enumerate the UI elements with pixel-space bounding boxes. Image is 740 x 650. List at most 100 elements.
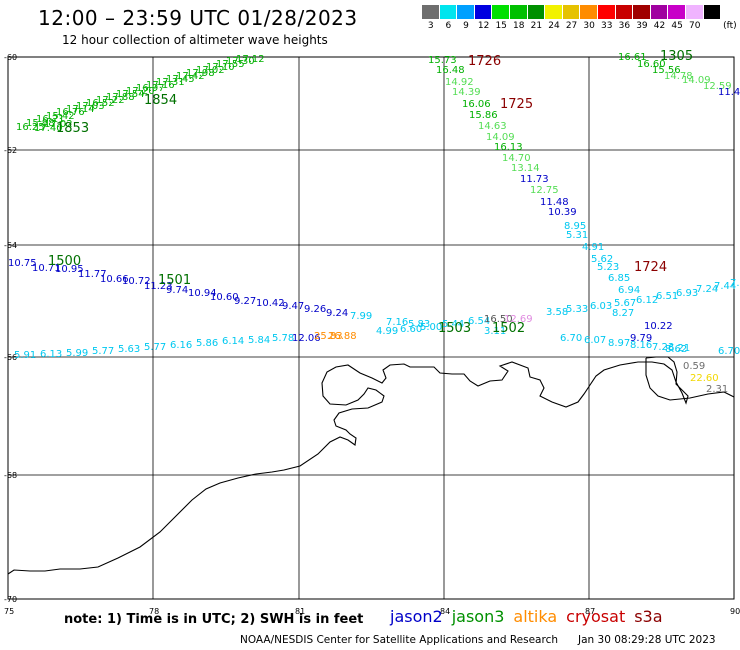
swh-value-track-d: 7.16	[386, 317, 408, 328]
colorbar-label: 3	[427, 21, 434, 31]
swh-value-track-a: 4.91	[582, 242, 604, 253]
swh-value-track-e: 5.78	[272, 333, 294, 344]
swh-value-track-a: 8.95	[564, 221, 586, 232]
swh-value-track-c: 10.66	[100, 274, 129, 285]
map-title: 12:00 – 23:59 UTC 01/28/2023	[38, 6, 358, 30]
swh-value-track-f: 17.98	[186, 68, 215, 79]
swh-value-track-a: 16.13	[494, 142, 523, 153]
swh-value-track-d: 5.83	[408, 319, 430, 330]
swh-value-track-d: 5.00	[420, 322, 442, 333]
swh-value-track-b: 11.4	[718, 87, 740, 98]
swh-value-track-b: 14.78	[664, 71, 693, 82]
swh-value-track-f: 16.52	[86, 98, 115, 109]
swh-value-track-a: 16.06	[462, 99, 491, 110]
colorbar-label: 36	[618, 21, 631, 31]
map-border	[7, 56, 735, 600]
pass-time-label: 1503	[438, 321, 471, 336]
latitude-tick-label: -68	[4, 471, 17, 480]
swh-value-track-a: 5.62	[591, 254, 613, 265]
swh-value-track-e: 12.06	[292, 333, 321, 344]
colorbar-label: 18	[513, 21, 525, 31]
colorbar-swatch	[492, 5, 510, 19]
latitude-tick-label: -66	[4, 353, 17, 362]
colorbar-label: 9	[463, 21, 469, 31]
swh-value-track-c: 10.94	[188, 288, 217, 299]
swh-value-track-d: 6.54	[468, 316, 490, 327]
swh-value-track-e-end: 7.23	[652, 342, 674, 353]
swh-value-track-a: 15.86	[469, 110, 498, 121]
swh-value-track-e: 26.88	[328, 331, 357, 342]
swh-value-track-d: 5.33	[566, 304, 588, 315]
colorbar-label: 42	[653, 21, 666, 31]
swh-value-track-d: 7.24	[696, 284, 718, 295]
colorbar-label: 15	[495, 21, 507, 31]
swh-value-track-c: 11.77	[78, 269, 107, 280]
swh-value-track-e-end: 8.97	[608, 338, 630, 349]
swh-value-track-e: 5.86	[196, 338, 218, 349]
colorbar-unit: (ft)	[723, 21, 737, 31]
swh-value-track-c: 9.24	[326, 308, 348, 319]
swh-value-track-e: 6.13	[40, 349, 62, 360]
swh-value-track-c: 7.99	[350, 311, 372, 322]
swh-value-track-c: 11.23	[144, 281, 173, 292]
swh-value-track-c: 9.47	[282, 301, 304, 312]
colorbar-swatch	[422, 5, 440, 19]
swh-value-track-e: 5.77	[92, 346, 114, 357]
longitude-tick-label: 87	[585, 607, 595, 616]
pass-time-label: 1502	[492, 321, 525, 336]
antarctic-coastline	[7, 356, 689, 575]
swh-value-track-a: 6.85	[608, 273, 630, 284]
swh-value-track-d: 6.12	[636, 295, 658, 306]
swh-value-track-c: 9.26	[304, 304, 326, 315]
colorbar-swatch	[633, 5, 651, 19]
swh-value-track-d: 7.70	[730, 278, 740, 289]
swh-value-track-c: 9.74	[166, 285, 188, 296]
swh-value-track-d: 6.51	[656, 291, 678, 302]
swh-value-track-a: 14.92	[445, 77, 474, 88]
swh-value-track-a: 10.22	[644, 321, 673, 332]
swh-value-track-a: 14.63	[478, 121, 507, 132]
swh-value-track-f: 17.30	[226, 56, 255, 67]
longitude-tick-label: 81	[295, 607, 305, 616]
swh-value-track-d: 3.58	[546, 307, 568, 318]
latitude-tick-label: -64	[4, 241, 17, 250]
track-labels: 15.7316.4814.9214.3916.0615.8614.6314.09…	[8, 49, 740, 395]
swh-value-track-c: 10.71	[32, 263, 61, 274]
swh-value-track-b: 15.56	[652, 65, 681, 76]
swh-value-track-a: 5.31	[566, 230, 588, 241]
colorbar-swatch	[474, 5, 493, 19]
legend-cryosat: cryosat	[566, 607, 626, 626]
swh-value-track-f: 17.02	[44, 119, 73, 130]
pass-time-label: 1305	[660, 49, 693, 64]
swh-value-track-f: 17.54	[116, 89, 145, 100]
swh-value-track-f: 17.12	[236, 54, 265, 65]
colorbar-swatch	[597, 5, 616, 19]
colorbar-label: 27	[565, 21, 578, 31]
swh-value-track-d: 5.67	[614, 298, 636, 309]
swh-value-track-e: 5.99	[66, 348, 88, 359]
swh-value-track-f: 17.55	[216, 59, 245, 70]
swh-value-track-f: 16.25	[16, 122, 45, 133]
swh-value-track-d: 6.93	[676, 288, 698, 299]
swh-value-track-a: 15.73	[428, 55, 457, 66]
swh-value-track-e: 5.84	[248, 335, 270, 346]
generated-timestamp: Jan 30 08:29:28 UTC 2023	[578, 634, 716, 646]
latitude-tick-label: -70	[4, 595, 17, 604]
swh-value-track-f: 16.97	[136, 83, 165, 94]
legend-jason3: jason3	[451, 607, 505, 626]
swh-value-track-b: 16.61	[618, 52, 647, 63]
swh-value-track-f: 17.42	[176, 71, 205, 82]
swh-value-track-f: 17.16	[146, 80, 175, 91]
swh-value-track-e-end: 6.70	[718, 346, 740, 357]
swh-value-track-d: 5.44	[442, 319, 464, 330]
latitude-tick-label: -62	[4, 146, 17, 155]
colorbar-label: 6	[445, 21, 452, 31]
colorbar-swatch	[703, 5, 722, 19]
swh-value-track-e-end: 6.70	[560, 333, 582, 344]
swh-value-track-f: 17.45	[166, 74, 195, 85]
swh-value-track-a: 9.79	[630, 333, 652, 344]
colorbar-label: 12	[477, 21, 490, 31]
swh-value-track-d: 7.44	[714, 281, 736, 292]
swh-value-track-f: 17.03	[76, 101, 105, 112]
